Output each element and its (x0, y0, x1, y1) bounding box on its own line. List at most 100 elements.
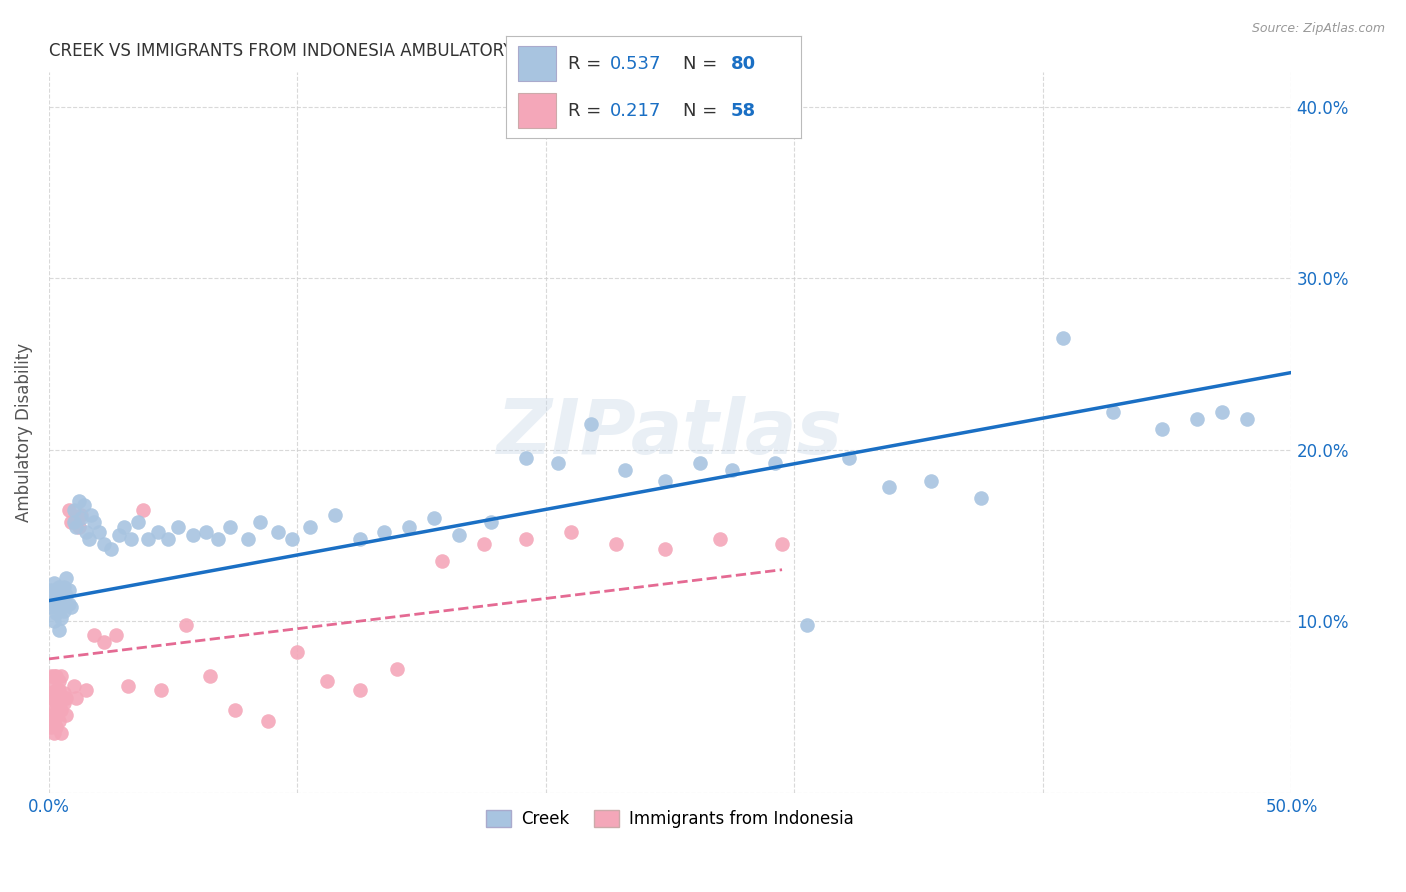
Point (560, 524, 582, 539)
Point (877, 480, 900, 494)
Text: 80: 80 (731, 55, 755, 73)
Point (298, 520, 321, 534)
Point (515, 451, 537, 466)
Point (157, 532, 180, 546)
Point (1236, 412, 1258, 426)
Point (138, 532, 160, 546)
Point (45, 600, 67, 615)
Text: CREEK VS IMMIGRANTS FROM INDONESIA AMBULATORY DISABILITY CORRELATION CHART: CREEK VS IMMIGRANTS FROM INDONESIA AMBUL… (49, 42, 794, 60)
Point (323, 508, 346, 522)
Point (970, 491, 993, 505)
Point (42, 725, 65, 739)
Point (70, 511, 93, 525)
Point (48, 597, 70, 611)
Point (41, 669, 63, 683)
FancyBboxPatch shape (517, 46, 557, 81)
Point (174, 617, 197, 632)
Point (63, 515, 86, 529)
Point (721, 463, 744, 477)
Point (48, 623, 70, 637)
Point (67, 520, 90, 534)
Point (224, 703, 246, 717)
Text: N =: N = (683, 102, 723, 120)
Point (45, 606, 67, 620)
Text: R =: R = (568, 55, 607, 73)
Point (349, 532, 371, 546)
Point (93, 634, 115, 648)
Point (127, 515, 149, 529)
Point (55, 691, 77, 706)
Point (148, 524, 170, 539)
Point (194, 524, 217, 539)
Point (100, 542, 122, 557)
Point (770, 537, 793, 551)
Point (52, 604, 75, 618)
Point (42, 593, 65, 607)
Point (67, 494, 90, 508)
Point (107, 528, 129, 542)
Point (48, 682, 70, 697)
Point (45, 697, 67, 711)
Point (48, 686, 70, 700)
Point (42, 703, 65, 717)
Point (51, 583, 73, 598)
Point (614, 463, 637, 477)
Point (41, 583, 63, 598)
Point (55, 571, 77, 585)
Point (48, 703, 70, 717)
Point (838, 451, 860, 466)
Point (167, 520, 190, 534)
Point (763, 457, 786, 471)
Point (52, 686, 75, 700)
Point (41, 686, 63, 700)
Point (132, 502, 155, 516)
Point (41, 691, 63, 706)
Point (385, 662, 408, 676)
Point (52, 593, 75, 607)
Point (447, 528, 470, 542)
Point (287, 645, 309, 659)
Point (51, 589, 73, 603)
Point (1152, 422, 1174, 436)
Point (80, 508, 103, 522)
Point (65, 691, 87, 706)
Point (579, 417, 602, 431)
Point (316, 674, 339, 689)
Point (373, 524, 395, 539)
Point (654, 474, 676, 488)
Point (605, 537, 627, 551)
Point (689, 457, 711, 471)
Point (83, 628, 105, 642)
Point (65, 520, 87, 534)
Text: 0.537: 0.537 (610, 55, 661, 73)
Point (58, 583, 80, 598)
Point (920, 474, 942, 488)
Point (45, 589, 67, 603)
Point (52, 580, 75, 594)
Point (41, 721, 63, 735)
Point (1052, 331, 1074, 345)
Point (1101, 405, 1123, 419)
Point (207, 532, 229, 546)
Point (48, 674, 70, 689)
Point (219, 520, 242, 534)
Point (75, 682, 97, 697)
Point (472, 537, 495, 551)
Legend: Creek, Immigrants from Indonesia: Creek, Immigrants from Indonesia (479, 803, 860, 835)
Point (266, 524, 288, 539)
Point (70, 508, 93, 522)
Point (117, 679, 139, 693)
Point (60, 515, 83, 529)
Point (547, 457, 569, 471)
Point (42, 576, 65, 591)
Point (55, 708, 77, 723)
Point (236, 532, 259, 546)
Point (51, 703, 73, 717)
Text: R =: R = (568, 102, 607, 120)
Point (45, 708, 67, 723)
Point (73, 498, 96, 512)
Point (45, 721, 67, 735)
Point (45, 682, 67, 697)
Point (42, 614, 65, 628)
Point (51, 600, 73, 615)
